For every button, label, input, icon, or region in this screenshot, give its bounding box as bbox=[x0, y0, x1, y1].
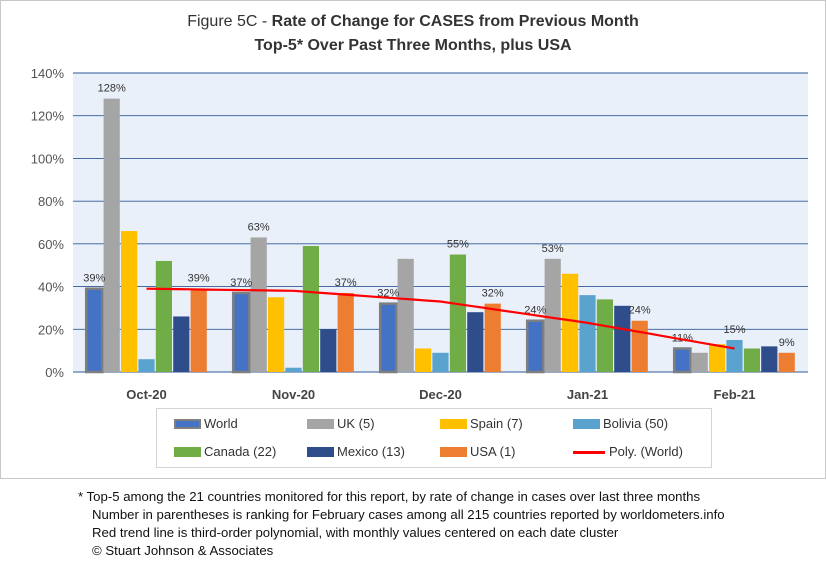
bar-canada bbox=[596, 299, 613, 372]
footnote-1: * Top-5 among the 21 countries monitored… bbox=[78, 489, 701, 504]
data-label: 53% bbox=[542, 243, 564, 255]
footnote-3: Red trend line is third-order polynomial… bbox=[92, 525, 619, 540]
bar-mexico bbox=[173, 316, 190, 372]
bar-world bbox=[84, 287, 104, 374]
bar-spain bbox=[268, 297, 285, 372]
legend-line-swatch bbox=[573, 451, 605, 454]
legend-swatch bbox=[174, 419, 201, 429]
bar-bolivia bbox=[579, 295, 596, 372]
y-tick-label: 20% bbox=[38, 322, 64, 337]
bar-spain bbox=[562, 273, 579, 372]
data-label: 32% bbox=[482, 288, 504, 300]
y-tick-label: 100% bbox=[31, 151, 65, 166]
bar-spain bbox=[709, 344, 726, 372]
legend-swatch bbox=[174, 447, 201, 457]
legend-swatch bbox=[307, 447, 334, 457]
y-tick-label: 80% bbox=[38, 194, 64, 209]
data-label: 37% bbox=[335, 277, 357, 289]
bar-mexico bbox=[320, 329, 337, 372]
chart-subtitle: Top-5* Over Past Three Months, plus USA bbox=[254, 37, 572, 54]
legend-label: Spain (7) bbox=[470, 416, 523, 431]
legend-label: USA (1) bbox=[470, 444, 516, 459]
bar-usa bbox=[631, 320, 648, 372]
bar-bolivia bbox=[432, 352, 449, 372]
bar-mexico bbox=[614, 305, 631, 372]
y-tick-label: 60% bbox=[38, 237, 64, 252]
chart-plot: 0% 20% 40% 60% 80% 100% 120% 140% 39% 128% 39% 37% 6… bbox=[31, 66, 808, 402]
bar-bolivia bbox=[726, 339, 743, 372]
data-label: 37% bbox=[230, 277, 252, 289]
data-label: 128% bbox=[98, 83, 126, 95]
bar-mexico bbox=[467, 312, 484, 372]
data-label: 15% bbox=[723, 324, 745, 336]
chart-title-prefix: Figure 5C - bbox=[187, 13, 272, 30]
x-category-label: Nov-20 bbox=[272, 387, 315, 402]
data-label: 55% bbox=[447, 239, 469, 251]
legend-swatch bbox=[573, 419, 600, 429]
data-label: 63% bbox=[248, 221, 270, 233]
x-category-label: Feb-21 bbox=[714, 387, 756, 402]
bar-usa bbox=[190, 288, 207, 372]
data-label: 39% bbox=[83, 273, 105, 285]
chart-title-main: Rate of Change for CASES from Previous M… bbox=[271, 13, 639, 30]
legend-swatch bbox=[440, 447, 467, 457]
bar-usa bbox=[778, 352, 795, 372]
legend-label: Mexico (13) bbox=[337, 444, 405, 459]
legend-label: World bbox=[204, 416, 238, 431]
bar-usa bbox=[337, 292, 354, 372]
bar-canada bbox=[155, 260, 172, 372]
chart-legend: World UK (5) Spain (7) Bolivia (50) Canada (… bbox=[156, 408, 712, 468]
bar-canada bbox=[743, 348, 760, 372]
data-label: 24% bbox=[629, 305, 651, 317]
bar-world bbox=[525, 319, 545, 374]
bar-world bbox=[672, 347, 692, 374]
x-category-label: Oct-20 bbox=[126, 387, 166, 402]
y-tick-label: 0% bbox=[45, 365, 64, 380]
legend-label: Canada (22) bbox=[204, 444, 277, 459]
bar-canada bbox=[302, 245, 319, 372]
chart-title: Figure 5C - Rate of Change for CASES fro… bbox=[0, 13, 826, 31]
y-tick-label: 40% bbox=[38, 280, 64, 295]
bar-world bbox=[231, 291, 251, 374]
legend-label: Poly. (World) bbox=[609, 444, 683, 459]
x-category-label: Jan-21 bbox=[567, 387, 608, 402]
bar-world bbox=[378, 302, 398, 374]
bar-uk bbox=[103, 98, 120, 372]
data-label: 39% bbox=[188, 273, 210, 285]
bar-spain bbox=[415, 348, 432, 372]
bar-bolivia bbox=[285, 367, 302, 372]
legend-swatch bbox=[440, 419, 467, 429]
data-label: 9% bbox=[779, 337, 795, 349]
bar-spain bbox=[121, 231, 138, 372]
bar-usa bbox=[484, 303, 501, 372]
bar-uk bbox=[397, 258, 414, 372]
bar-mexico bbox=[761, 346, 778, 372]
y-tick-label: 140% bbox=[31, 66, 65, 81]
legend-swatch bbox=[307, 419, 334, 429]
bar-uk bbox=[691, 352, 708, 372]
bar-uk bbox=[544, 258, 561, 372]
x-category-label: Dec-20 bbox=[419, 387, 462, 402]
footnote-copyright: © Stuart Johnson & Associates bbox=[92, 543, 274, 558]
y-tick-label: 120% bbox=[31, 109, 65, 124]
legend-label: UK (5) bbox=[337, 416, 375, 431]
footnote-2: Number in parentheses is ranking for Feb… bbox=[92, 507, 725, 522]
trendline-poly-world bbox=[146, 287, 735, 350]
bar-canada bbox=[449, 254, 466, 372]
legend-label: Bolivia (50) bbox=[603, 416, 669, 431]
bar-uk bbox=[250, 237, 267, 372]
bar-bolivia bbox=[138, 359, 155, 372]
footnotes: * Top-5 among the 21 countries monitored… bbox=[78, 488, 725, 560]
